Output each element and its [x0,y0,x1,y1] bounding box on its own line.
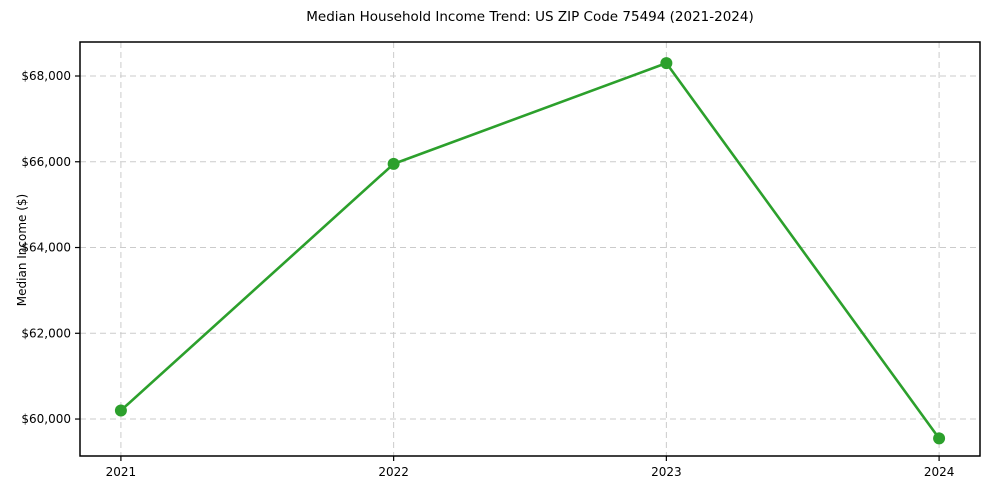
y-tick-label: $66,000 [21,155,71,169]
y-tick-label: $68,000 [21,69,71,83]
trend-line [119,61,941,440]
chart-title: Median Household Income Trend: US ZIP Co… [306,9,754,25]
data-point-marker [660,57,673,70]
data-point-marker [387,157,400,170]
x-tick-label: 2021 [106,465,137,479]
plot-border [79,41,981,457]
data-point-marker [933,432,946,445]
data-point-marker [114,404,127,417]
x-tick-label: 2022 [378,465,409,479]
x-tick-label: 2023 [651,465,682,479]
y-tick-label: $60,000 [21,412,71,426]
y-tick-label: $62,000 [21,326,71,340]
y-tick-label: $64,000 [21,241,71,255]
x-tick-label: 2024 [924,465,955,479]
